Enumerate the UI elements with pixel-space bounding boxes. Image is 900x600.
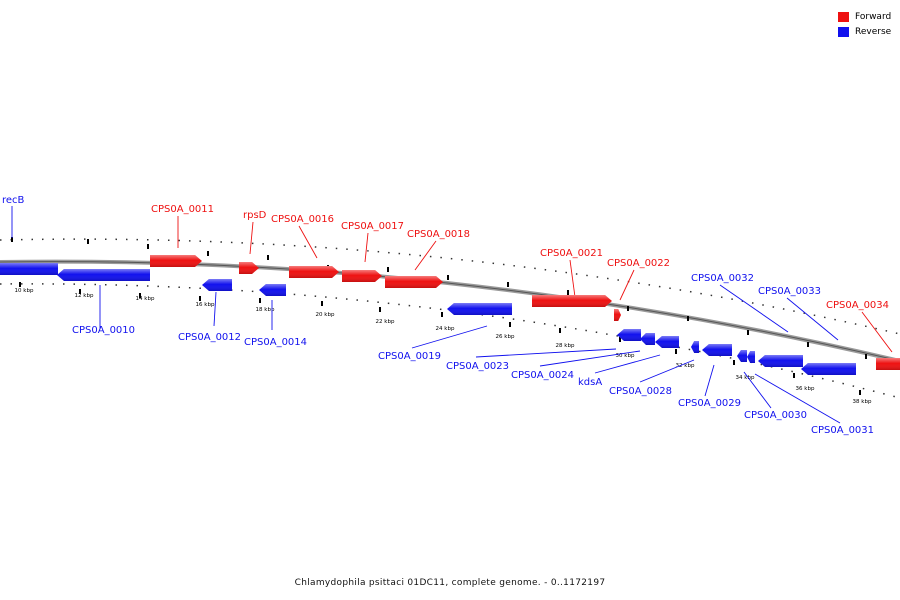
leader-line [861,311,893,353]
tick-label: 12 kbp [75,293,94,299]
leader-line [719,284,789,333]
backbone-inner [0,261,900,362]
legend-swatch-forward [838,11,849,22]
gene-arrow-cps0a_0014 [259,284,286,296]
gene-label-cps0a_0021: CPS0A_0021 [540,248,603,259]
tick-label: 20 kbp [316,312,335,318]
leader-line [539,350,641,367]
tick-label: 22 kbp [376,319,395,325]
gene-arrow-cps0a_0016 [289,266,339,278]
gene-label-cps0a_0022: CPS0A_0022 [607,258,670,269]
gene-arrow-cps0a_0021 [532,295,612,307]
gene-arrow-cps0a_0023 [617,329,641,341]
tick-label: 28 kbp [556,343,575,349]
gene-label-cps0a_0034: CPS0A_0034 [826,300,889,311]
leader-line [364,232,369,263]
leader-line [569,259,576,298]
gene-label-cps0a_0014: CPS0A_0014 [244,337,307,348]
gene-label-cps0a_0028: CPS0A_0028 [609,386,672,397]
gene-label-cps0a_0032: CPS0A_0032 [691,273,754,284]
gene-arrow-recb [0,263,58,275]
tick-labels: 10 kbp 12 kbp 14 kbp 16 kbp 18 kbp 20 kbp 22 k… [15,288,872,405]
gene-arrow-cps0a_0018 [385,276,443,288]
legend-label-reverse: Reverse [855,26,892,37]
tick-label: 18 kbp [256,307,275,313]
gene-label-cps0a_0018: CPS0A_0018 [407,229,470,240]
legend-swatch-reverse [838,26,849,37]
gene-label-cps0a_0024: CPS0A_0024 [511,370,574,381]
gene-label-cps0a_0019: CPS0A_0019 [378,351,441,362]
major-ticks [11,237,867,395]
leader-line [786,297,839,341]
gene-arrow-cps0a_0034 [876,358,900,370]
gene-arrow-cps0a_0011 [150,255,202,267]
gene-label-recb: recB [2,195,25,206]
gene-label-cps0a_0023: CPS0A_0023 [446,361,509,372]
legend-item-forward: Forward [838,9,891,24]
gene-arrow-kdsa [655,336,679,348]
tick-label: 16 kbp [196,302,215,308]
gene-label-cps0a_0016: CPS0A_0016 [271,214,334,225]
leader-line [754,373,841,424]
tick-label: 14 kbp [136,296,155,302]
gene-arrow-cps0a_0017 [342,270,382,282]
tick-label: 38 kbp [853,399,872,405]
gene-arrow-cps0a_0010 [57,269,150,281]
leader-line [249,221,254,255]
gene-arrow-cps0a_0024 [640,333,655,345]
gene-label-cps0a_0030: CPS0A_0030 [744,410,807,421]
gene-label-cps0a_0010: CPS0A_0010 [72,325,135,336]
leader-line [475,348,617,358]
gene-arrows [0,255,900,375]
leader-lines [11,206,893,424]
caption: Chlamydophila psittaci 01DC11, complete … [294,578,606,588]
gene-label-cps0a_0031: CPS0A_0031 [811,425,874,436]
leader-line [411,325,488,349]
tick-label: 34 kbp [736,375,755,381]
leader-line [594,354,661,374]
legend-label-forward: Forward [855,11,892,22]
gene-arrow-rpsd [239,262,259,274]
gene-label-cps0a_0029: CPS0A_0029 [678,398,741,409]
gene-label-rpsd: rpsD [243,210,267,221]
legend-item-reverse: Reverse [838,24,891,39]
tick-label: 30 kbp [616,353,635,359]
leader-line [743,371,772,409]
gene-arrow-cps0a_0012 [202,279,232,291]
legend: Forward Reverse [838,9,891,39]
leader-line [414,240,437,271]
gene-labels: recB CPS0A_0010 CPS0A_0011 CPS0A_0012 rpsD CP… [2,195,889,436]
tick-label: 32 kbp [676,363,695,369]
gene-label-cps0a_0012: CPS0A_0012 [178,332,241,343]
tick-label: 36 kbp [796,386,815,392]
leader-line [639,359,695,383]
gene-label-kdsa: kdsA [578,377,602,388]
gene-arrow-cps0a_0022 [614,309,621,321]
tick-label: 10 kbp [15,288,34,294]
gene-label-cps0a_0033: CPS0A_0033 [758,286,821,297]
gene-arrow-cps0a_0028 [691,341,699,353]
gene-arrow-cps0a_0029 [702,344,732,356]
gene-arrow-cps0a_0031 [747,351,755,363]
gene-arrow-cps0a_0030 [737,350,747,362]
gene-arrow-cps0a_0032 [758,355,803,367]
leader-line [298,225,318,259]
leader-line [619,269,635,301]
gene-arrow-cps0a_0033 [801,363,856,375]
gene-label-cps0a_0011: CPS0A_0011 [151,204,214,215]
gene-label-cps0a_0017: CPS0A_0017 [341,221,404,232]
tick-label: 26 kbp [496,334,515,340]
gene-arrow-cps0a_0019 [447,303,512,315]
leader-line [704,364,715,397]
leader-line [213,291,217,327]
tick-label: 24 kbp [436,326,455,332]
